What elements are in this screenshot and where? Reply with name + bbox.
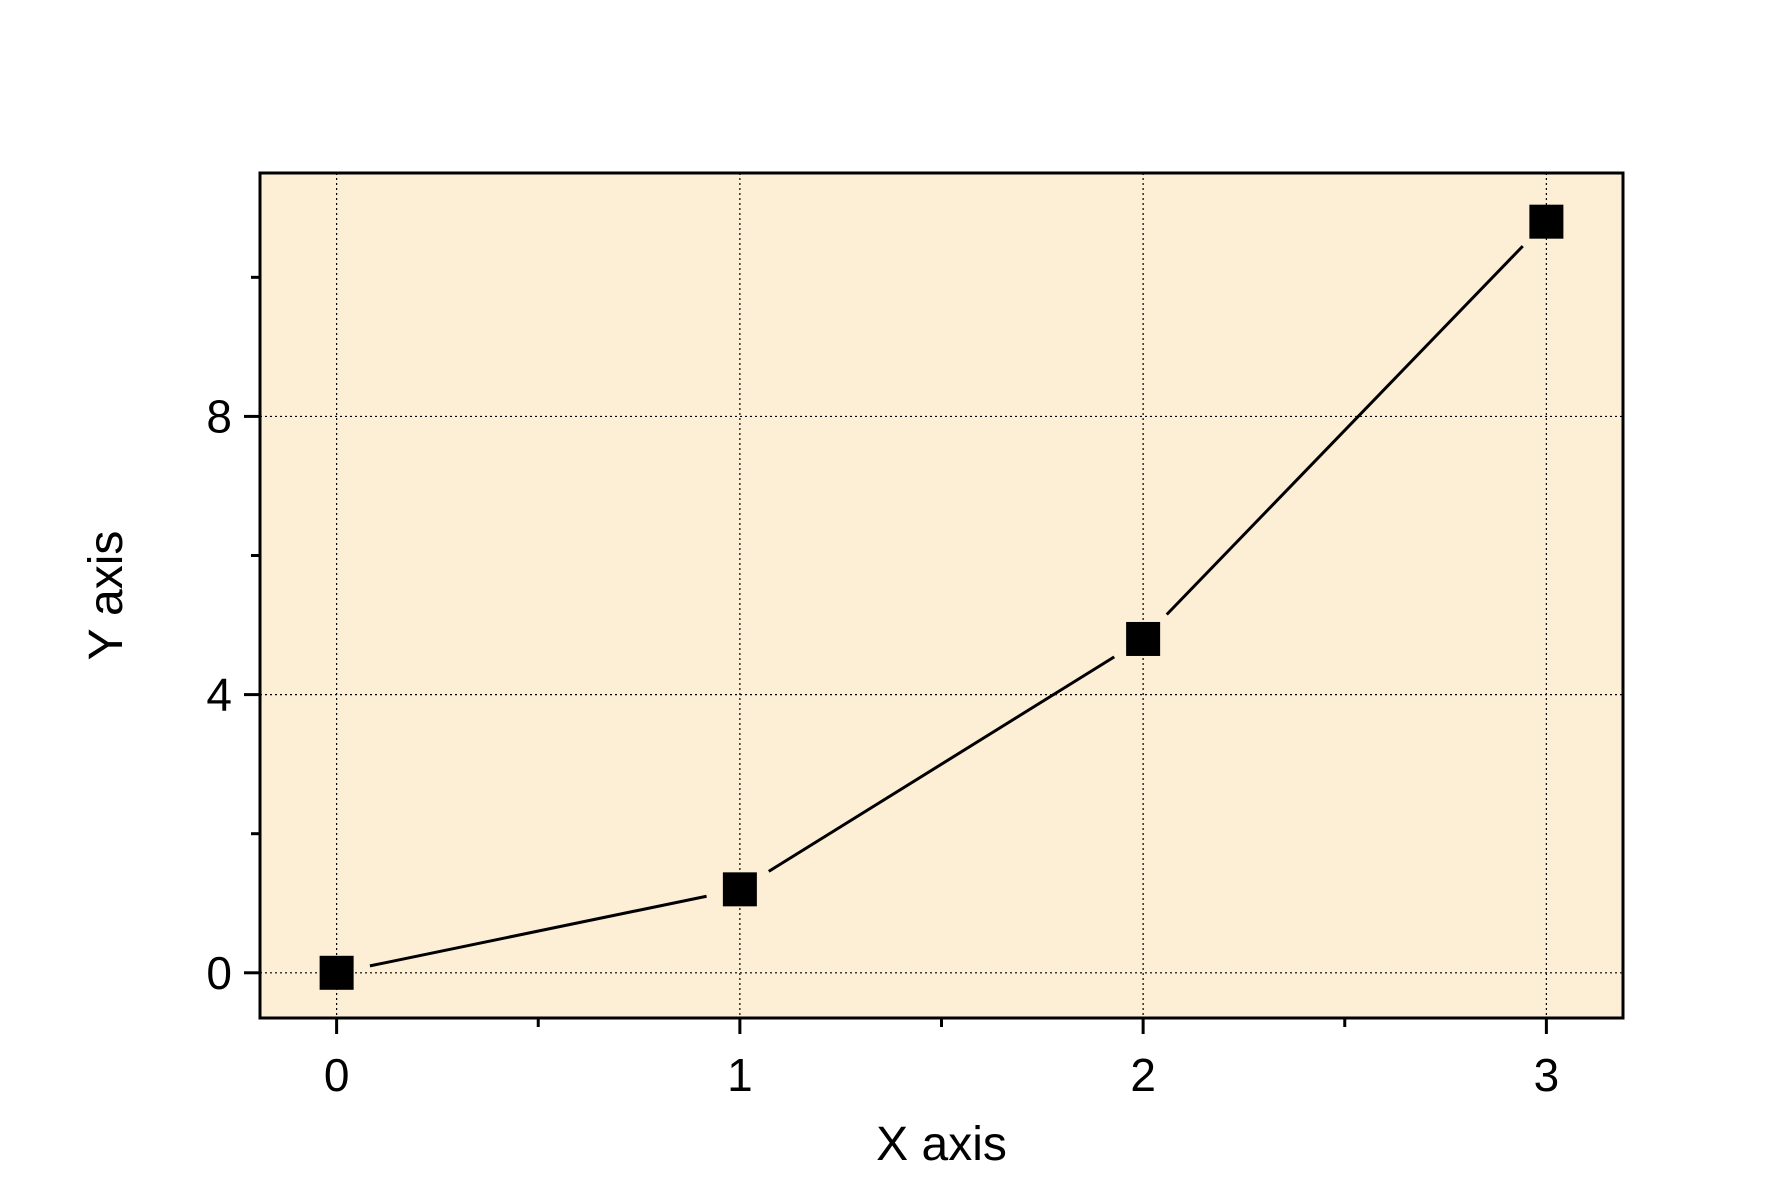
- tick-labels: 0 1 2 3 0 4 8: [206, 390, 1559, 1101]
- data-point-marker: [722, 872, 757, 907]
- y-tick-label: 0: [206, 947, 232, 999]
- grid-lines: [260, 173, 1623, 1018]
- x-axis-title: X axis: [876, 1118, 1007, 1171]
- y-tick-label: 4: [206, 669, 232, 721]
- data-point-marker: [1126, 621, 1161, 656]
- plot-area: [260, 173, 1623, 1018]
- data-point-marker: [1529, 204, 1564, 239]
- x-tick-label: 0: [324, 1049, 350, 1101]
- x-tick-label: 2: [1130, 1049, 1156, 1101]
- data-point-marker: [319, 955, 354, 990]
- y-axis-title: Y axis: [80, 531, 133, 661]
- series-line-segment: [1165, 245, 1524, 616]
- axis-ticks: [244, 275, 1548, 1034]
- x-tick-label: 3: [1534, 1049, 1560, 1101]
- data-series: [319, 204, 1564, 990]
- series-line-segment: [369, 894, 707, 968]
- series-line-segment: [767, 655, 1116, 873]
- y-tick-label: 8: [206, 390, 232, 442]
- x-tick-label: 1: [727, 1049, 753, 1101]
